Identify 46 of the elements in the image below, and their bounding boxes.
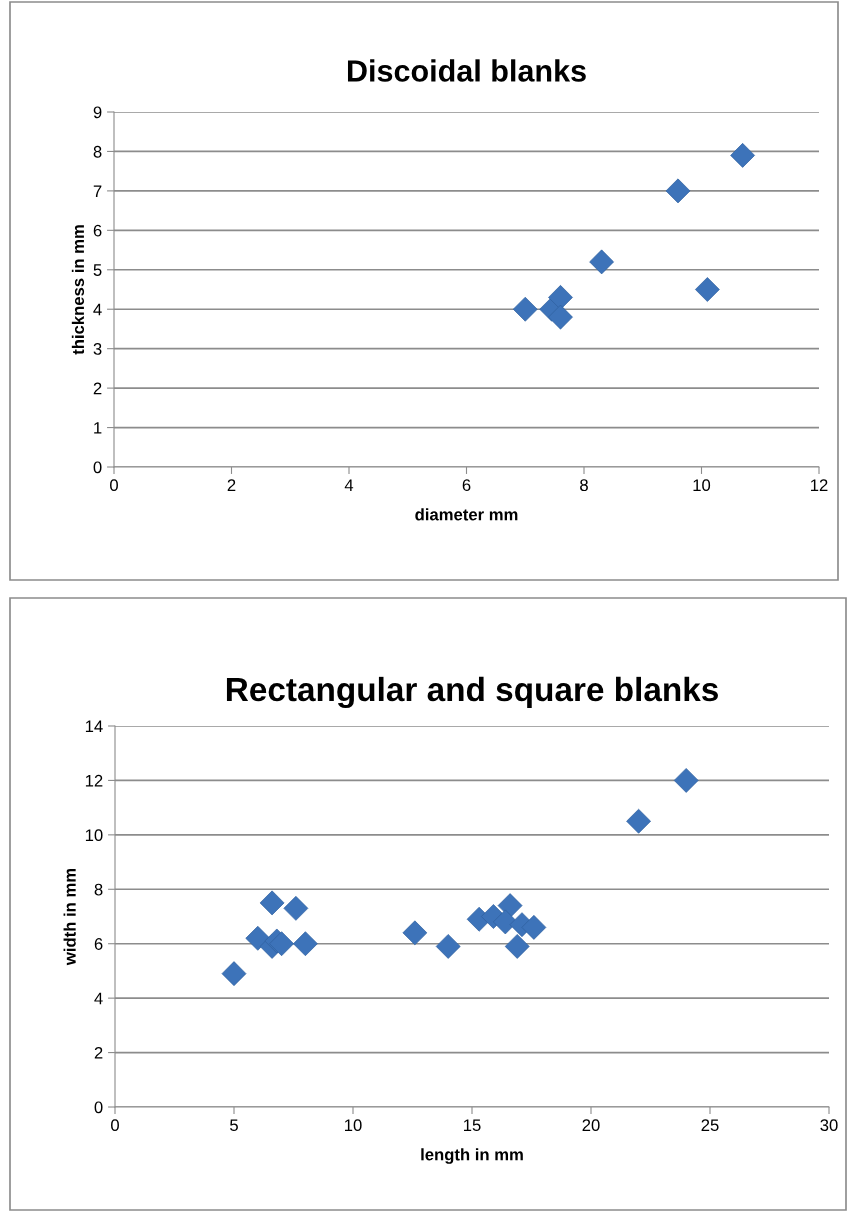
y-tick-label: 1 <box>94 422 102 434</box>
x-tick-label: 10 <box>345 1119 362 1132</box>
x-tick-label: 20 <box>582 1119 600 1132</box>
point <box>269 931 294 957</box>
chart-title: Rectangular and square blanks <box>226 676 718 709</box>
y-tick-label: 3 <box>93 343 102 355</box>
y-axis-title: thickness in mm <box>71 225 85 355</box>
point <box>626 808 651 834</box>
chart-title: Discoidal blanks <box>347 59 586 82</box>
y-tick-label: 10 <box>85 829 103 842</box>
x-tick-label: 10 <box>693 479 711 492</box>
y-tick-label: 6 <box>94 938 103 950</box>
x-tick-label: 8 <box>580 479 588 492</box>
y-tick-label: 2 <box>94 1046 103 1059</box>
x-tick-label: 4 <box>344 479 354 491</box>
y-tick-label: 2 <box>93 382 102 395</box>
x-tick-label: 6 <box>462 479 471 492</box>
x-tick-label: 12 <box>811 479 828 491</box>
y-tick-label: 0 <box>94 1101 103 1114</box>
x-tick-label: 0 <box>111 1119 119 1132</box>
point <box>730 143 755 168</box>
y-tick-label: 8 <box>94 883 103 896</box>
y-tick-label: 8 <box>93 145 102 158</box>
x-tick-label: 5 <box>230 1119 238 1132</box>
x-tick-label: 15 <box>464 1119 481 1132</box>
y-tick-label: 6 <box>93 224 102 237</box>
x-tick-label: 2 <box>227 479 236 491</box>
point <box>293 931 318 957</box>
point <box>221 961 247 987</box>
x-axis-title: length in mm <box>421 1148 523 1164</box>
y-tick-label: 9 <box>93 106 102 119</box>
y-tick-label: 12 <box>85 774 103 787</box>
y-tick-label: 0 <box>93 461 102 474</box>
y-tick-label: 7 <box>93 185 102 197</box>
y-tick-label: 14 <box>85 720 103 733</box>
point <box>548 304 573 330</box>
y-tick-label: 5 <box>93 264 102 276</box>
x-tick-label: 30 <box>820 1119 838 1132</box>
x-tick-label: 25 <box>701 1119 719 1132</box>
point <box>665 178 691 204</box>
y-axis-title: width in mm <box>63 868 76 966</box>
y-tick-label: 4 <box>93 303 102 316</box>
x-axis-title: diameter mm <box>415 508 518 521</box>
y-tick-label: 4 <box>94 992 103 1005</box>
x-tick-label: 0 <box>110 479 118 492</box>
point <box>695 277 720 302</box>
